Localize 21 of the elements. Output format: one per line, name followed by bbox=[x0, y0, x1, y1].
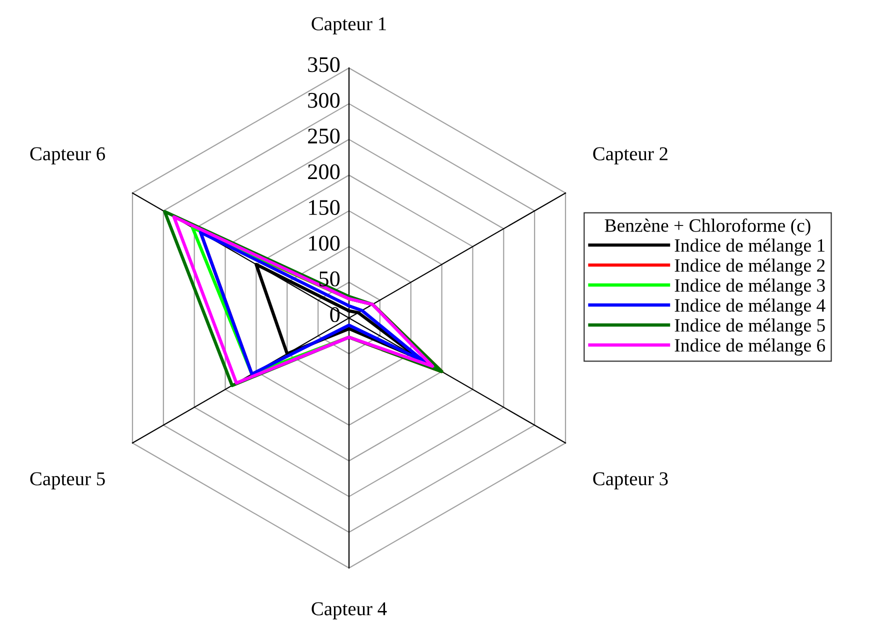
spoke-label: Capteur 3 bbox=[593, 472, 668, 490]
y-tick-label: 150 bbox=[309, 200, 340, 215]
legend-title: Benzène + Chloroforme (c) bbox=[604, 218, 810, 236]
y-tick-label: 200 bbox=[308, 164, 340, 180]
y-tick-label: 0 bbox=[330, 307, 340, 322]
y-tick-label: 250 bbox=[308, 128, 340, 144]
spoke-label: Capteur 6 bbox=[30, 147, 106, 164]
spoke-label: Capteur 4 bbox=[312, 602, 387, 620]
spoke-label: Capteur 2 bbox=[593, 147, 668, 164]
y-tick-label: 300 bbox=[308, 92, 340, 108]
y-tick-label: 100 bbox=[309, 236, 340, 251]
legend-label: Indice de mélange 5 bbox=[674, 318, 825, 336]
spoke-label: Capteur 1 bbox=[312, 17, 386, 34]
spoke-label: Capteur 5 bbox=[30, 472, 105, 490]
legend-label: Indice de mélange 6 bbox=[674, 338, 826, 356]
y-tick-label: 350 bbox=[308, 57, 340, 72]
legend-label: Indice de mélange 3 bbox=[674, 278, 825, 296]
legend-label: Indice de mélange 1 bbox=[674, 238, 825, 256]
legend-label: Indice de mélange 4 bbox=[674, 298, 826, 316]
legend-label: Indice de mélange 2 bbox=[674, 258, 825, 276]
y-tick-label: 50 bbox=[320, 271, 340, 286]
